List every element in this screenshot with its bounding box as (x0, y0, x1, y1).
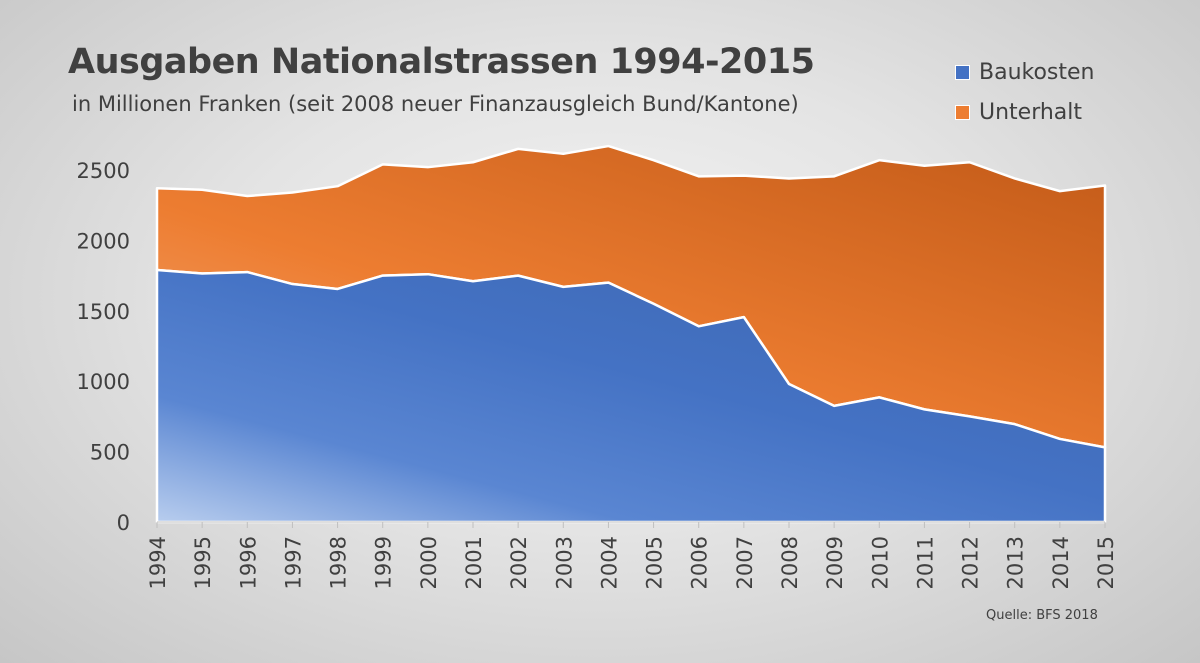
legend-label-unterhalt: Unterhalt (979, 99, 1083, 125)
legend: Baukosten Unterhalt (955, 52, 1095, 132)
plot-area (155, 144, 1107, 524)
y-tick-label: 2000 (77, 229, 130, 253)
x-tick-label: 2004 (597, 536, 621, 589)
x-tick-label: 2008 (778, 536, 802, 589)
x-tick-label: 2003 (552, 536, 576, 589)
x-tick-label: 2007 (733, 536, 757, 589)
y-tick-label: 0 (117, 511, 130, 535)
x-tick-label: 2006 (688, 536, 712, 589)
x-tick-label: 2000 (417, 536, 441, 589)
x-tick-label: 1999 (372, 536, 396, 589)
y-tick-label: 1500 (77, 300, 130, 324)
x-tick-label: 2009 (823, 536, 847, 589)
x-tick-label: 1996 (236, 536, 260, 589)
chart-title: Ausgaben Nationalstrassen 1994-2015 (68, 42, 815, 82)
x-tick-label: 2010 (868, 536, 892, 589)
y-tick-label: 500 (90, 441, 130, 465)
legend-swatch-unterhalt (955, 104, 970, 120)
x-tick-label: 2015 (1094, 536, 1118, 589)
area-baukosten (155, 268, 1107, 524)
chart-subtitle: in Millionen Franken (seit 2008 neuer Fi… (72, 92, 799, 116)
x-tick-label: 2001 (462, 536, 486, 589)
x-tick-label: 2012 (959, 536, 983, 589)
x-tick-label: 2011 (913, 536, 937, 589)
x-tick-label: 1994 (146, 536, 170, 589)
legend-swatch-baukosten (955, 64, 970, 80)
x-tick-label: 2002 (507, 536, 531, 589)
legend-label-baukosten: Baukosten (979, 59, 1095, 85)
source-note: Quelle: BFS 2018 (986, 608, 1098, 623)
x-tick-label: 2013 (1004, 536, 1028, 589)
x-tick-label: 1998 (327, 536, 351, 589)
x-tick-label: 2005 (643, 536, 667, 589)
legend-item-baukosten: Baukosten (955, 52, 1095, 92)
x-axis: 1994 1995 1996 1997 1998 1999 2000 2001 2002 2003… (146, 521, 1118, 589)
x-tick-label: 2014 (1049, 536, 1073, 589)
y-axis: 0 500 1000 1500 2000 2500 (77, 159, 130, 535)
x-tick-label: 1997 (281, 536, 305, 589)
legend-item-unterhalt: Unterhalt (955, 92, 1095, 132)
x-tick-label: 1995 (191, 536, 215, 589)
y-tick-label: 2500 (77, 159, 130, 183)
y-tick-label: 1000 (77, 370, 130, 394)
